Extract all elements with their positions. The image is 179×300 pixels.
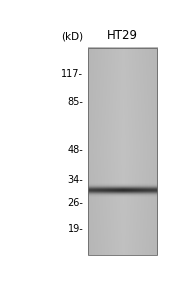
Text: 34-: 34- [68, 175, 83, 185]
Text: 26-: 26- [67, 198, 83, 208]
Text: 85-: 85- [67, 97, 83, 106]
Text: 48-: 48- [68, 145, 83, 155]
Text: 19-: 19- [68, 224, 83, 234]
Text: HT29: HT29 [107, 29, 138, 42]
Text: 117-: 117- [61, 69, 83, 79]
Text: (kD): (kD) [61, 32, 83, 42]
